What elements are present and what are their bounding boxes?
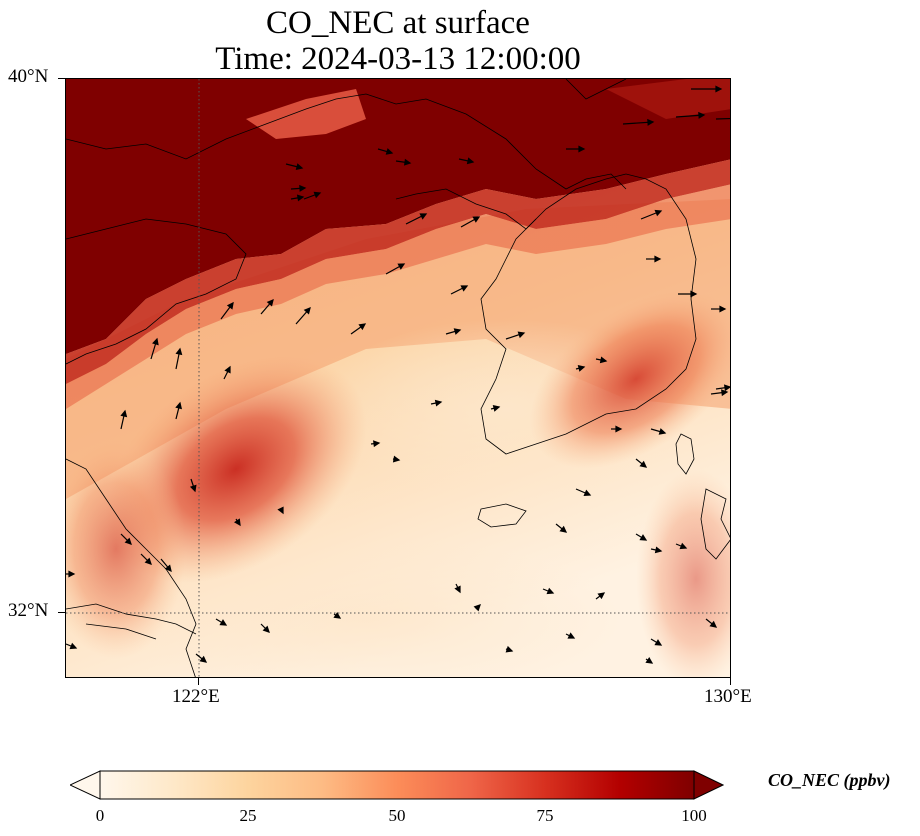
wind-arrow-head [567, 632, 576, 639]
lon-label-122E: 122°E [172, 686, 220, 707]
wind-arrow-head [454, 585, 461, 594]
wind-arrow-head [373, 440, 381, 448]
wind-arrow-head [578, 145, 586, 153]
wind-arrow-head [472, 216, 481, 223]
wind-arrow-head [68, 570, 76, 578]
lat-label-32N: 32°N [8, 600, 49, 621]
wind-arrow-head [709, 620, 718, 628]
wind-arrow-head [492, 404, 501, 412]
wind-arrow-head [473, 604, 481, 612]
wind-arrow-head [723, 384, 730, 392]
colorbar [70, 770, 724, 800]
co-field-plume [636, 469, 730, 677]
lon-label-130E: 130°E [704, 686, 752, 707]
wind-arrow-head [658, 428, 667, 435]
colorbar-title: CO_NEC (ppbv) [768, 770, 891, 790]
wind-arrow-head [546, 587, 555, 595]
wind-arrow-head [505, 645, 514, 653]
map-panel [65, 78, 731, 678]
wind-arrow-head [403, 158, 412, 166]
wind-arrow-head [397, 263, 406, 270]
wind-vectors [66, 85, 730, 664]
wind-arrow-head [262, 625, 270, 633]
colorbar-min-extend [70, 770, 101, 800]
map-title: CO_NEC at surface [266, 5, 530, 41]
co-field-high-region [246, 89, 366, 139]
colorbar-max-extend [693, 770, 724, 800]
co-field-high-region [66, 79, 730, 354]
wind-arrow-head [234, 518, 241, 527]
wind-arrow-head [647, 118, 655, 126]
wind-arrow-head [358, 323, 367, 331]
colorbar-gradient [99, 770, 695, 800]
wind-arrow-head [419, 213, 428, 220]
wind-arrow-head [219, 619, 228, 626]
wind-arrow-head [392, 455, 401, 463]
wind-arrow-head [164, 564, 172, 573]
lon-tick [198, 678, 199, 685]
wind-arrow-head [559, 525, 568, 533]
wind-arrow-head [124, 537, 132, 545]
wind-arrow-head [120, 409, 128, 418]
co-field-plume [529, 289, 730, 469]
wind-arrow [715, 117, 730, 120]
wind-arrow-head [719, 305, 727, 313]
wind-arrow-head [333, 612, 342, 619]
wind-arrow-head [299, 184, 307, 192]
wind-arrow-head [698, 111, 706, 119]
wind-arrow-head [615, 425, 623, 433]
wind-arrow-head [654, 639, 663, 646]
map-time-subtitle: Time: 2024-03-13 12:00:00 [215, 41, 581, 77]
wind-arrow-head [296, 194, 305, 202]
co-field-transition [66, 184, 730, 409]
colorbar-tick-label: 100 [681, 806, 707, 825]
wind-arrow-head [654, 255, 662, 263]
wind-arrow-head [466, 157, 475, 165]
wind-arrow-head [721, 389, 729, 397]
wind-arrow-head [583, 489, 592, 496]
wind-arrow-head [715, 85, 723, 93]
wind-arrow-head [224, 365, 231, 374]
wind-arrow-head [175, 401, 183, 410]
wind-arrow-head [639, 534, 648, 541]
lat-tick [58, 612, 65, 613]
lat-tick [58, 78, 65, 79]
wind-arrow-head [599, 356, 608, 364]
lat-label-40N: 40°N [8, 66, 49, 87]
wind-arrow-head [517, 331, 526, 339]
wind-arrow-head [199, 655, 208, 663]
wind-arrow-head [679, 542, 688, 550]
coastlines [66, 79, 730, 677]
wind-arrow-head [654, 546, 663, 554]
wind-arrow-head [226, 301, 234, 310]
co-field-transition [66, 159, 730, 384]
lon-tick [730, 678, 731, 685]
wind-arrow-head [434, 399, 443, 407]
wind-arrow-head [295, 163, 304, 171]
co-field-band [66, 199, 730, 499]
wind-arrow-head [303, 306, 311, 315]
wind-arrow-head [175, 347, 183, 356]
wind-arrow-head [385, 148, 394, 155]
wind-arrow-head [690, 290, 698, 298]
wind-arrow-head [266, 298, 274, 307]
colorbar-tick-label: 25 [239, 806, 257, 825]
wind-arrow-head [453, 328, 462, 335]
wind-arrow-head [654, 209, 663, 217]
wind-arrow-head [189, 484, 197, 493]
wind-arrow-head [460, 285, 469, 292]
wind-arrow-head [69, 642, 78, 650]
colorbar-tick-label: 0 [95, 806, 105, 825]
wind-arrow-head [152, 337, 159, 346]
wind-arrow-head [645, 657, 654, 664]
wind-arrow-head [144, 557, 152, 565]
wind-arrow-head [597, 592, 606, 600]
wind-arrow-head [313, 191, 322, 199]
colorbar-tick-label: 50 [388, 806, 406, 825]
wind-arrow-head [639, 460, 648, 468]
wind-arrow-head [277, 506, 284, 515]
wind-arrow-head [577, 364, 586, 372]
colorbar-tick-label: 75 [536, 806, 554, 825]
